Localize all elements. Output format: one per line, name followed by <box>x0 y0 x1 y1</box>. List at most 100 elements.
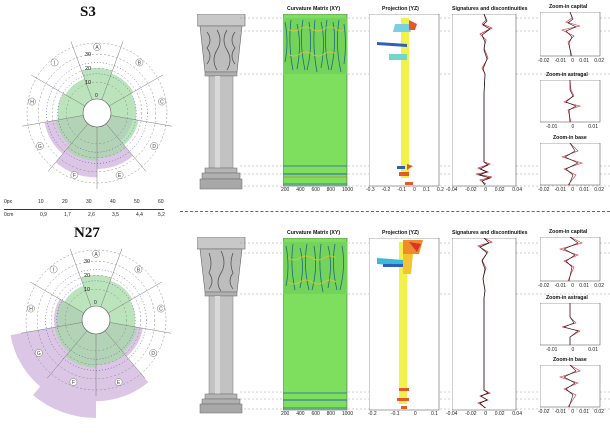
green-wedge <box>108 300 136 327</box>
green-wedge <box>101 73 134 106</box>
zoom-astragal-ticks-s3: -0.01 0 0.01 <box>546 124 598 130</box>
signatures-plot-n27 <box>452 238 517 411</box>
sector-badge <box>50 58 59 67</box>
zoom-base-title-n27: Zoom-in base <box>553 357 587 363</box>
sector-badge <box>158 97 166 106</box>
zoom-base-title-s3: Zoom-in base <box>553 135 587 141</box>
sector-label: B <box>137 267 141 273</box>
sector-badge <box>149 349 158 357</box>
zoom-base-ticks-n27: -0.02 -0.01 0 0.01 0.02 <box>538 409 604 415</box>
tick: 400 <box>296 411 305 417</box>
radar-ring-label: 10 <box>85 80 91 86</box>
sector-label: F <box>72 380 75 386</box>
zoom-base-ticks-s3: -0.02 -0.01 0 0.01 0.02 <box>538 187 604 193</box>
zoom-astragal-plot-n27 <box>540 303 601 346</box>
radar-spoke <box>100 248 123 307</box>
curvature-title-n27: Curvature Matrix (XY) <box>287 230 341 236</box>
green-wedge <box>100 280 133 313</box>
curvature-matrix-n27 <box>283 238 348 411</box>
radar-spoke <box>110 115 172 127</box>
radar-ring-blue <box>46 62 148 164</box>
sector-badge <box>115 171 124 179</box>
tick: 0.04 <box>512 411 522 417</box>
zoom-base-plot-n27 <box>540 365 601 408</box>
tick: 0 <box>413 411 417 417</box>
radar-spoke <box>47 123 89 172</box>
radar-spoke <box>46 330 88 379</box>
tick: 0 <box>571 58 575 64</box>
tick: 1000 <box>341 411 353 417</box>
sector-badge <box>27 304 35 313</box>
scale-cm-label: 0cm <box>4 212 14 218</box>
scale-px-tick: 30 <box>86 199 92 205</box>
radar-ring-blue <box>57 73 137 153</box>
scale-bar: 0px 0cm 10 20 30 40 50 60 0,9 1,7 2,6 3,… <box>4 199 174 219</box>
radar-spoke <box>21 322 83 334</box>
radar-spoke <box>70 41 93 100</box>
green-wedge <box>97 123 126 158</box>
column-illustration-s3 <box>197 14 246 190</box>
tick: 0.02 <box>594 409 604 415</box>
sector-label: C <box>159 306 163 312</box>
radar-spoke <box>31 74 86 107</box>
section-title-n27: N27 <box>74 225 100 241</box>
tick: 0 <box>484 411 488 417</box>
scale-px-tick: 40 <box>110 199 116 205</box>
projection-ticks-n27: -0.2 -0.1 0 0.1 <box>368 411 438 417</box>
zoom-capital-ticks-n27: -0.02 -0.01 0 0.01 0.02 <box>538 283 604 289</box>
tick: -0.02 <box>538 283 550 289</box>
tick: -0.01 <box>554 409 567 415</box>
scale-cm-tick: 3,5 <box>112 212 119 218</box>
tick: -0.04 <box>446 187 458 193</box>
scale-cm-tick: 0,9 <box>40 212 47 218</box>
curvature-matrix-s3 <box>283 14 348 187</box>
sector-badge <box>134 265 143 274</box>
sector-badge <box>35 142 44 150</box>
tick: 0 <box>571 347 575 353</box>
radar-chart-s3: 0 10 20 30 A B C D E F G H I <box>22 41 172 189</box>
sector-label: D <box>152 144 156 150</box>
sector-badge <box>157 304 165 313</box>
zoom-base-plot-s3 <box>540 143 601 186</box>
tick: -0.1 <box>390 411 400 417</box>
green-wedge <box>104 322 138 353</box>
green-wedge <box>109 93 137 120</box>
sector-label: I <box>54 60 55 66</box>
tick: 0.1 <box>422 187 430 193</box>
tick: 0.2 <box>437 187 444 193</box>
radar-ring-blue <box>56 280 136 360</box>
tick: 0.02 <box>594 58 604 64</box>
tick: -0.01 <box>554 58 567 64</box>
radar-ring-label: 20 <box>85 66 91 72</box>
tick: 0.02 <box>494 187 505 193</box>
radar-ring <box>50 274 142 366</box>
sector-label: C <box>160 99 164 105</box>
zoom-capital-title-s3: Zoom-in capital <box>549 4 588 10</box>
zoom-astragal-title-s3: Zoom-in astragal <box>546 72 588 78</box>
tick: 0 <box>571 187 575 193</box>
zoom-astragal-plot-s3 <box>540 80 601 123</box>
radar-center-label: 0 <box>94 300 97 306</box>
scale-cm-tick: 5,2 <box>158 212 165 218</box>
projection-title-s3: Projection (YZ) <box>382 6 419 12</box>
signatures-plot-s3 <box>452 14 517 187</box>
green-wedge <box>65 78 93 106</box>
zoom-astragal-ticks-n27: -0.01 0 0.01 <box>546 347 598 353</box>
tick: 800 <box>326 411 335 417</box>
green-wedge <box>55 115 89 146</box>
sector-label: F <box>73 173 76 179</box>
sector-label: H <box>30 99 34 105</box>
tick: 0.01 <box>579 283 590 289</box>
tick: -0.2 <box>368 411 377 417</box>
radar-chart-n27: 0 10 20 30 A B C D E F G H I <box>10 248 171 418</box>
sector-badge <box>114 378 123 386</box>
tick: 0 <box>571 124 575 130</box>
scale-cm-tick: 2,6 <box>88 212 95 218</box>
sector-label: D <box>151 351 155 357</box>
tick: -0.02 <box>538 187 550 193</box>
tick: -0.02 <box>465 411 477 417</box>
tick: 200 <box>281 187 290 193</box>
green-wedge <box>105 115 139 146</box>
tick: 600 <box>311 187 320 193</box>
tick: -0.01 <box>554 187 567 193</box>
